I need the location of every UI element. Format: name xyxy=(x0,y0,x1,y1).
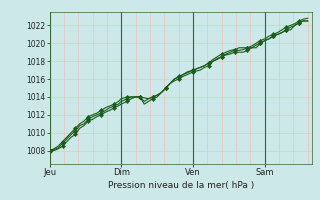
X-axis label: Pression niveau de la mer( hPa ): Pression niveau de la mer( hPa ) xyxy=(108,181,254,190)
